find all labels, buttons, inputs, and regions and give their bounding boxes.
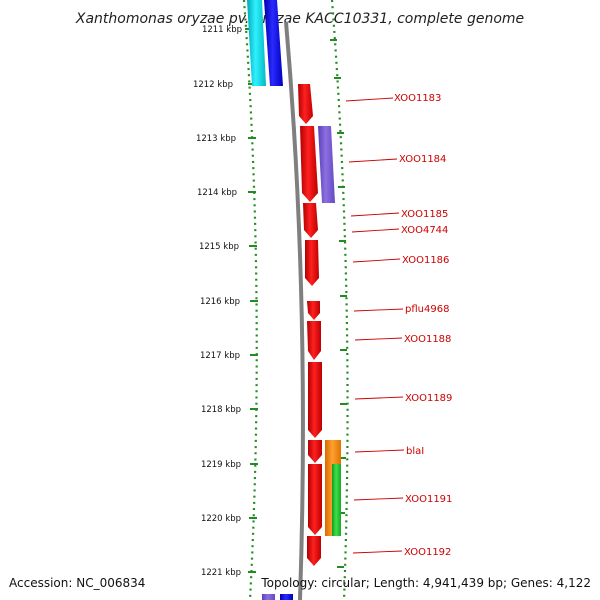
label-line — [354, 337, 403, 341]
inner-dotted-ring — [330, 0, 349, 600]
cds-xoo1185 — [303, 203, 318, 238]
label-line — [354, 449, 405, 453]
gene-label[interactable]: XOO1186 — [402, 255, 449, 266]
cds-xoo1184 — [300, 126, 318, 202]
cds-xoo1188 — [307, 321, 321, 360]
cds-xoo1186 — [305, 240, 319, 286]
cds-xoo1192 — [307, 536, 321, 566]
label-line — [352, 550, 403, 554]
label-line — [352, 258, 401, 263]
cds-xoo1183 — [298, 84, 313, 124]
label-line — [353, 308, 404, 312]
scale-label: 1217 kbp — [200, 351, 240, 361]
gene-label[interactable]: XOO1191 — [405, 494, 452, 505]
blue-feature-bottom — [280, 594, 293, 600]
gene-label[interactable]: blaI — [406, 446, 424, 457]
accession-text: Accession: NC_006834 — [9, 576, 145, 590]
gene-label[interactable]: XOO1185 — [401, 209, 448, 220]
scale-label: 1218 kbp — [201, 405, 241, 415]
cds-xoo1189 — [308, 362, 322, 438]
gene-label[interactable]: XOO4744 — [401, 225, 448, 236]
label-line — [353, 497, 404, 501]
scale-label: 1216 kbp — [200, 297, 240, 307]
label-line — [350, 212, 400, 217]
label-line — [351, 228, 400, 233]
map-title: Xanthomonas oryzae pv. oryzae KACC10331,… — [75, 11, 524, 27]
gene-label[interactable]: XOO1192 — [404, 547, 451, 558]
label-line — [354, 396, 404, 400]
gene-label[interactable]: XOO1189 — [405, 393, 452, 404]
gene-label[interactable]: pflu4968 — [405, 304, 449, 315]
scale-labels: 1211 kbp 1212 kbp 1213 kbp 1214 kbp 1215… — [193, 25, 242, 578]
genome-backbone — [284, 21, 305, 600]
scale-label: 1215 kbp — [199, 242, 239, 252]
purple-feature — [318, 126, 335, 203]
gene-label[interactable]: XOO1188 — [404, 334, 451, 345]
scale-label: 1213 kbp — [196, 134, 236, 144]
label-line — [345, 97, 394, 102]
blue-feature-top — [264, 0, 283, 86]
cds-xoo1191 — [308, 464, 322, 535]
topology-text: Topology: circular; Length: 4,941,439 bp… — [260, 576, 591, 590]
outer-dotted-ring — [242, 0, 258, 600]
scale-label: 1220 kbp — [201, 514, 241, 524]
scale-label: 1212 kbp — [193, 80, 233, 90]
gene-labels: XOO1183 XOO1184 XOO1185 XOO4744 XOO1186 … — [394, 93, 452, 558]
scale-label: 1214 kbp — [197, 188, 237, 198]
label-lines — [345, 97, 405, 554]
gene-label[interactable]: XOO1184 — [399, 154, 446, 165]
label-line — [348, 158, 398, 163]
gene-label[interactable]: XOO1183 — [394, 93, 441, 104]
scale-label: 1211 kbp — [202, 25, 242, 35]
cds-pflu4968 — [307, 301, 320, 320]
cds-features — [298, 84, 322, 566]
scale-label: 1221 kbp — [201, 568, 241, 578]
purple-feature-bottom — [262, 594, 275, 600]
green-feature — [332, 464, 341, 536]
scale-label: 1219 kbp — [201, 460, 241, 470]
cyan-feature — [247, 0, 266, 86]
cds-blai — [308, 440, 322, 463]
